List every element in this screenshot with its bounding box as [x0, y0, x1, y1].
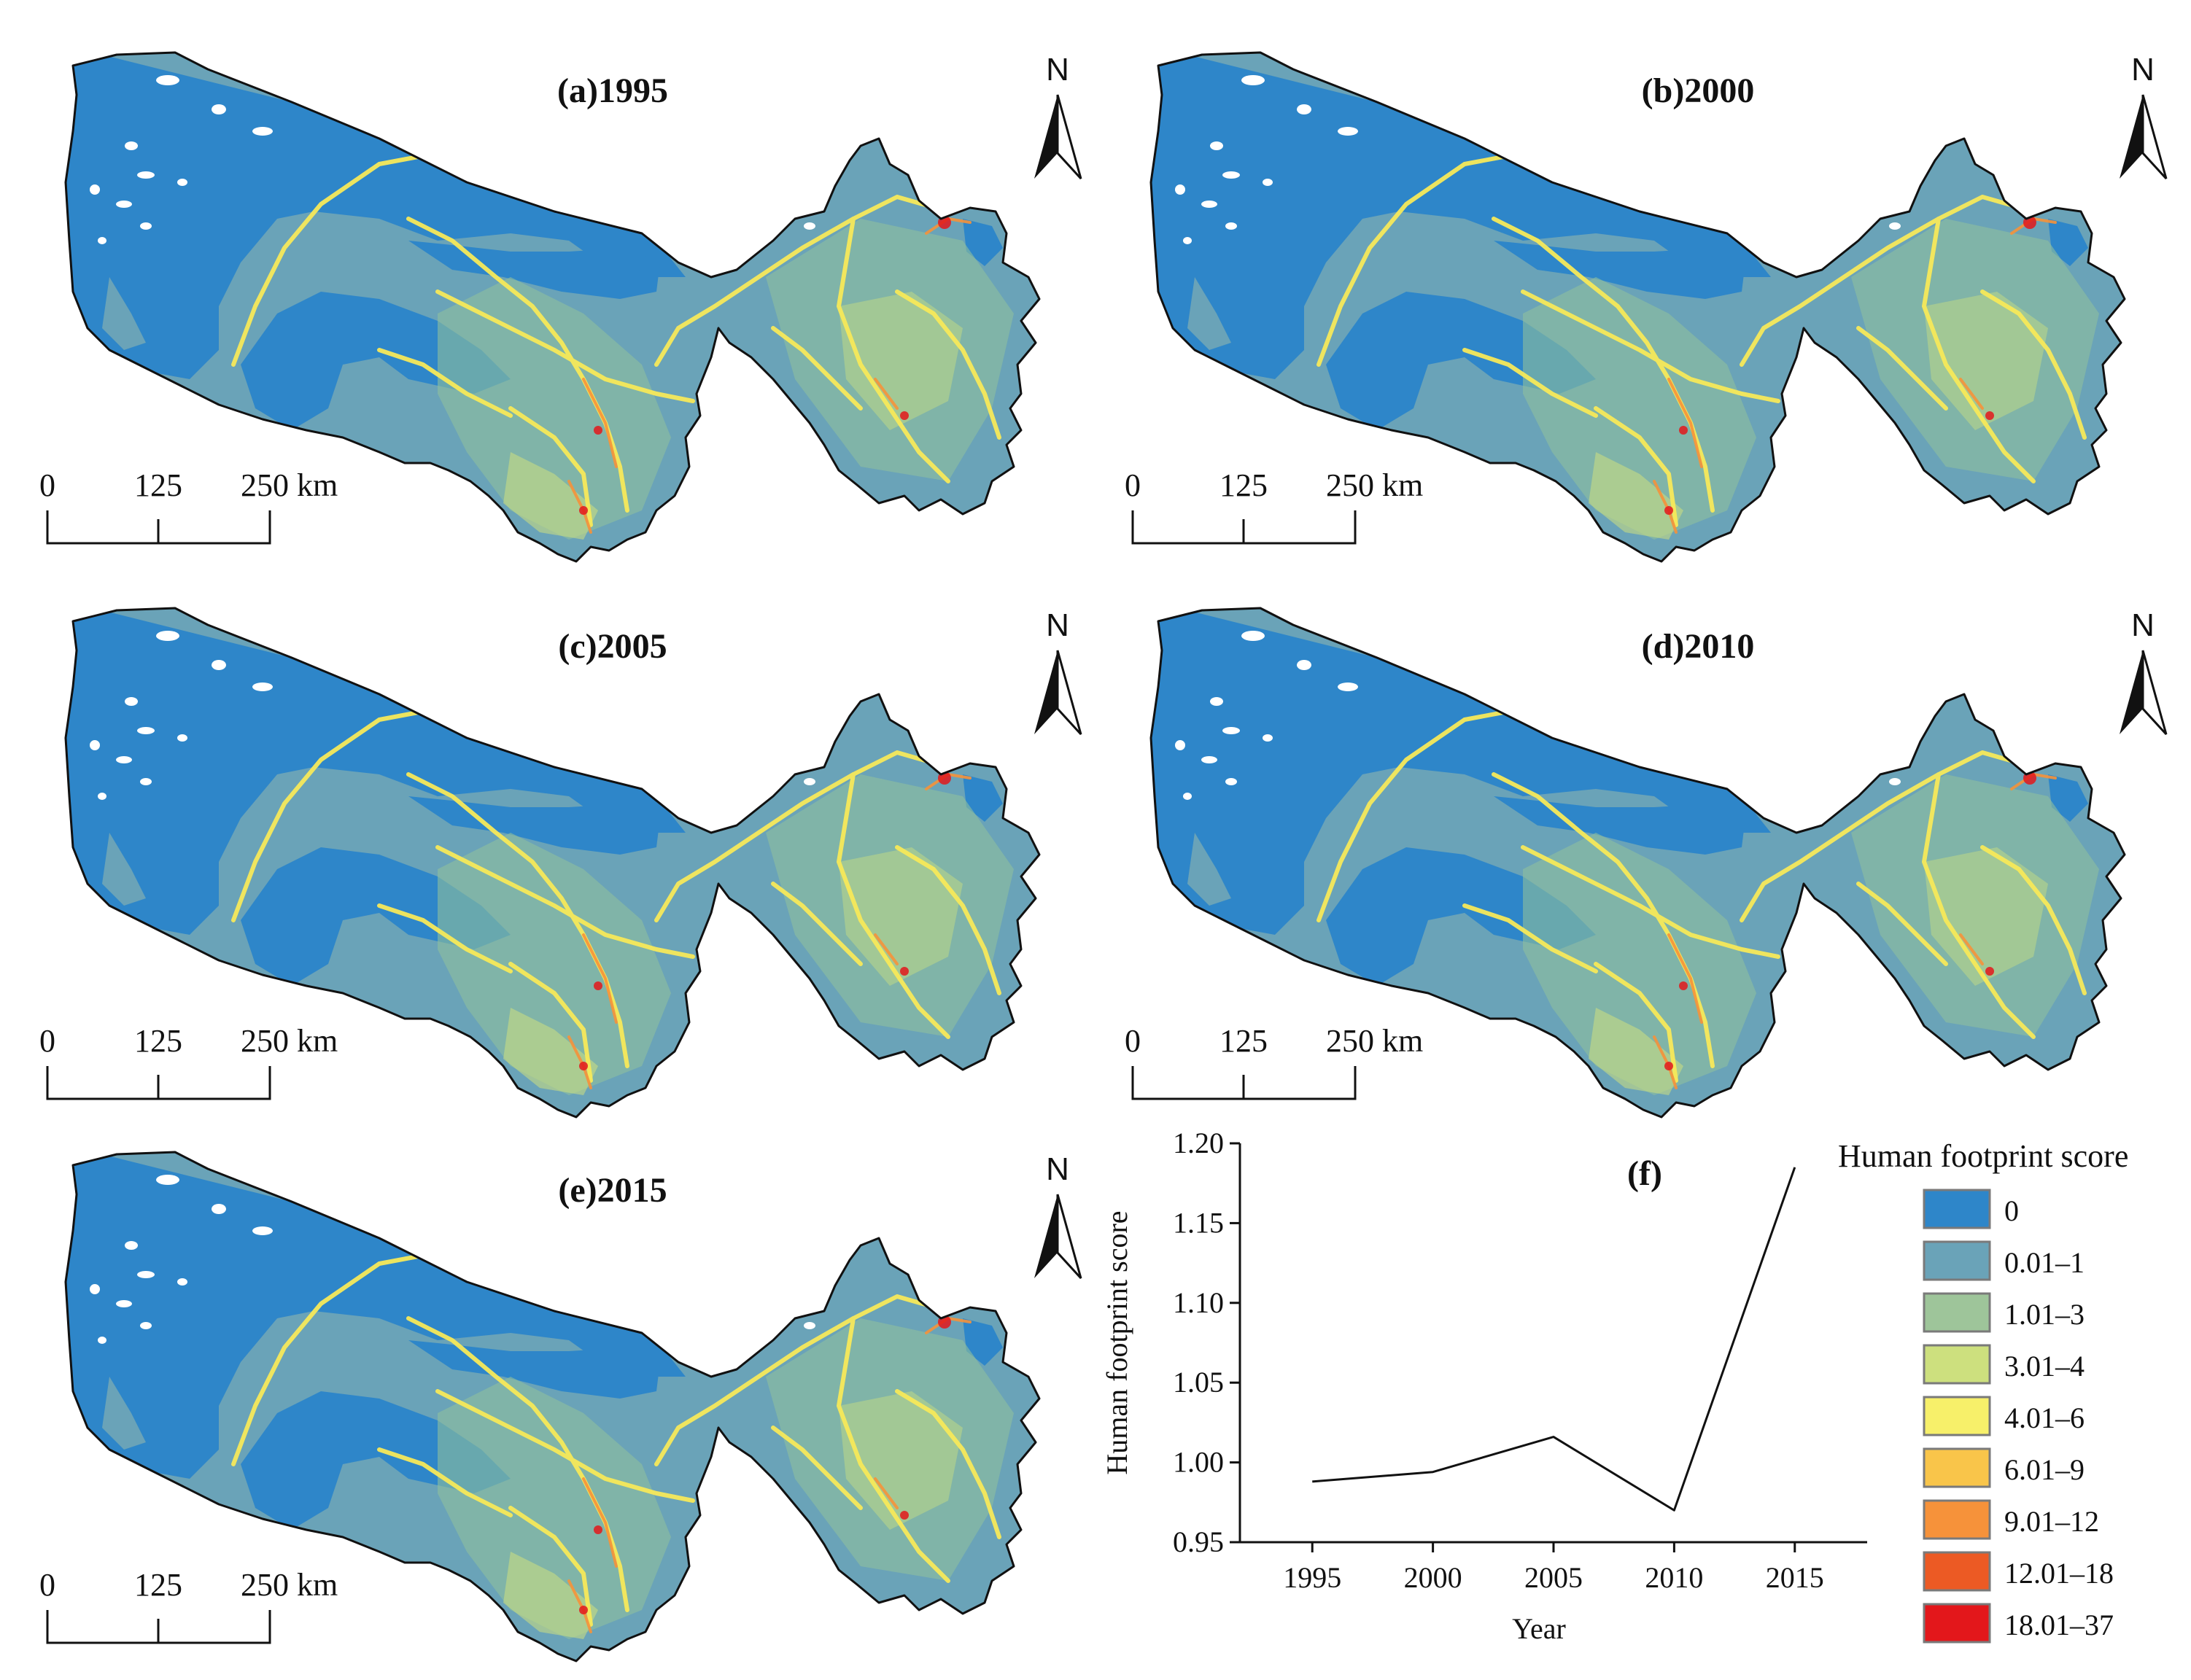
y-tick-label: 0.95	[1173, 1525, 1224, 1558]
map-panel-1: (a)1995 N 0 125 250 km	[39, 44, 1082, 561]
scale-label-250km: 250 km	[1326, 467, 1423, 503]
legend-label: 18.01–37	[2004, 1609, 2114, 1641]
scale-label-0: 0	[39, 1023, 55, 1059]
series-line	[1312, 1167, 1796, 1512]
y-axis-label: Human footprint score	[1101, 1210, 1133, 1474]
legend-swatch	[1923, 1292, 1991, 1333]
north-arrow-icon: N	[1034, 607, 1082, 736]
panel-title: (d)2010	[1642, 627, 1755, 666]
chart-title: (f)	[1627, 1154, 1662, 1193]
legend-label: 0	[2004, 1194, 2019, 1227]
scale-label-125: 125	[134, 1023, 182, 1059]
line-chart: 0.95 1.00 1.05 1.10 1.15 1.20 1995 2000 2005 2010…	[1101, 1127, 1867, 1645]
scale-label-125: 125	[1219, 467, 1268, 503]
map-panel-5: (e)2015 N 0 125 250 km	[39, 1143, 1082, 1661]
legend-label: 1.01–3	[2004, 1298, 2085, 1331]
x-tick-label: 1995	[1283, 1561, 1341, 1594]
y-tick-label: 1.05	[1173, 1366, 1224, 1399]
scale-label-0: 0	[1125, 467, 1141, 503]
scale-bar-line	[46, 510, 271, 545]
y-tick-label: 1.10	[1173, 1286, 1224, 1319]
map-panel-4: (d)2010 N 0 125 250 km	[1125, 599, 2168, 1117]
x-tick-label: 2015	[1766, 1561, 1824, 1594]
legend-label: 9.01–12	[2004, 1505, 2099, 1538]
legend-swatch	[1923, 1344, 1991, 1385]
scale-bar-line	[1131, 510, 1357, 545]
north-label: N	[1046, 607, 1069, 643]
scale-bar: 0 125 250 km	[39, 1023, 338, 1100]
scale-bar-line	[1131, 1066, 1357, 1100]
panel-title: (e)2015	[558, 1171, 667, 1210]
scale-bar: 0 125 250 km	[1125, 1023, 1423, 1100]
region-map	[1144, 44, 2125, 561]
map-panel-2: (b)2000 N 0 125 250 km	[1125, 44, 2168, 561]
north-arrow-right	[2141, 94, 2168, 180]
scale-bar: 0 125 250 km	[1125, 467, 1423, 545]
region-map	[58, 599, 1039, 1117]
north-label: N	[2131, 52, 2155, 88]
north-arrow-icon: N	[1034, 52, 1082, 180]
y-tick-label: 1.00	[1173, 1446, 1224, 1479]
north-arrow-left	[1034, 1194, 1058, 1278]
scale-label-250km: 250 km	[1326, 1023, 1423, 1059]
legend-swatch	[1923, 1189, 1991, 1229]
north-arrow-right	[1056, 1194, 1082, 1280]
north-arrow-right	[2141, 650, 2168, 736]
legend-label: 12.01–18	[2004, 1557, 2114, 1590]
north-label: N	[1046, 1151, 1069, 1187]
scale-label-250km: 250 km	[241, 467, 338, 503]
legend-swatch	[1923, 1499, 1991, 1540]
north-arrow-left	[1034, 95, 1058, 179]
north-arrow-right	[1056, 650, 1082, 736]
legend-swatch	[1923, 1240, 1991, 1281]
scale-bar: 0 125 250 km	[39, 467, 338, 545]
x-axis-label: Year	[1512, 1612, 1566, 1645]
x-tick-label: 2010	[1645, 1561, 1703, 1594]
scale-bar-line	[46, 1610, 271, 1644]
scale-label-0: 0	[39, 467, 55, 503]
north-arrow-left	[2120, 650, 2143, 734]
scale-label-125: 125	[1219, 1023, 1268, 1059]
north-arrow-left	[2120, 95, 2143, 179]
legend-label: 3.01–4	[2004, 1350, 2085, 1382]
legend-swatch	[1923, 1603, 1991, 1644]
legend-swatch	[1923, 1447, 1991, 1488]
legend-label: 6.01–9	[2004, 1453, 2085, 1486]
panel-title: (a)1995	[557, 71, 668, 110]
north-arrow-icon: N	[1034, 1151, 1082, 1280]
legend-label: 4.01–6	[2004, 1401, 2085, 1434]
north-arrow-icon: N	[2120, 52, 2168, 180]
north-arrow-left	[1034, 650, 1058, 734]
legend-title: Human footprint score	[1838, 1138, 2128, 1174]
legend-swatch	[1923, 1396, 1991, 1436]
region-map	[58, 1143, 1039, 1661]
panel-title: (b)2000	[1642, 71, 1755, 110]
north-arrow-right	[1056, 94, 1082, 180]
scale-label-0: 0	[39, 1567, 55, 1603]
y-tick-label: 1.20	[1173, 1127, 1224, 1159]
x-tick-label: 2000	[1404, 1561, 1462, 1594]
region-map	[58, 44, 1039, 561]
y-tick-label: 1.15	[1173, 1206, 1224, 1239]
scale-label-250km: 250 km	[241, 1567, 338, 1603]
panel-title: (c)2005	[558, 627, 667, 666]
legend-label: 0.01–1	[2004, 1246, 2085, 1279]
north-label: N	[2131, 607, 2155, 643]
legend-swatch	[1923, 1551, 1991, 1592]
scale-bar-line	[46, 1066, 271, 1100]
scale-label-250km: 250 km	[241, 1023, 338, 1059]
map-panel-3: (c)2005 N 0 125 250 km	[39, 599, 1082, 1117]
north-arrow-icon: N	[2120, 607, 2168, 736]
region-map	[1144, 599, 2125, 1117]
scale-label-125: 125	[134, 1567, 182, 1603]
scale-bar: 0 125 250 km	[39, 1567, 338, 1644]
scale-label-0: 0	[1125, 1023, 1141, 1059]
scale-label-125: 125	[134, 467, 182, 503]
x-tick-label: 2005	[1524, 1561, 1583, 1594]
north-label: N	[1046, 52, 1069, 88]
legend: Human footprint score 0 0.01–1 1.01–3 3.01–4…	[1838, 1138, 2128, 1644]
